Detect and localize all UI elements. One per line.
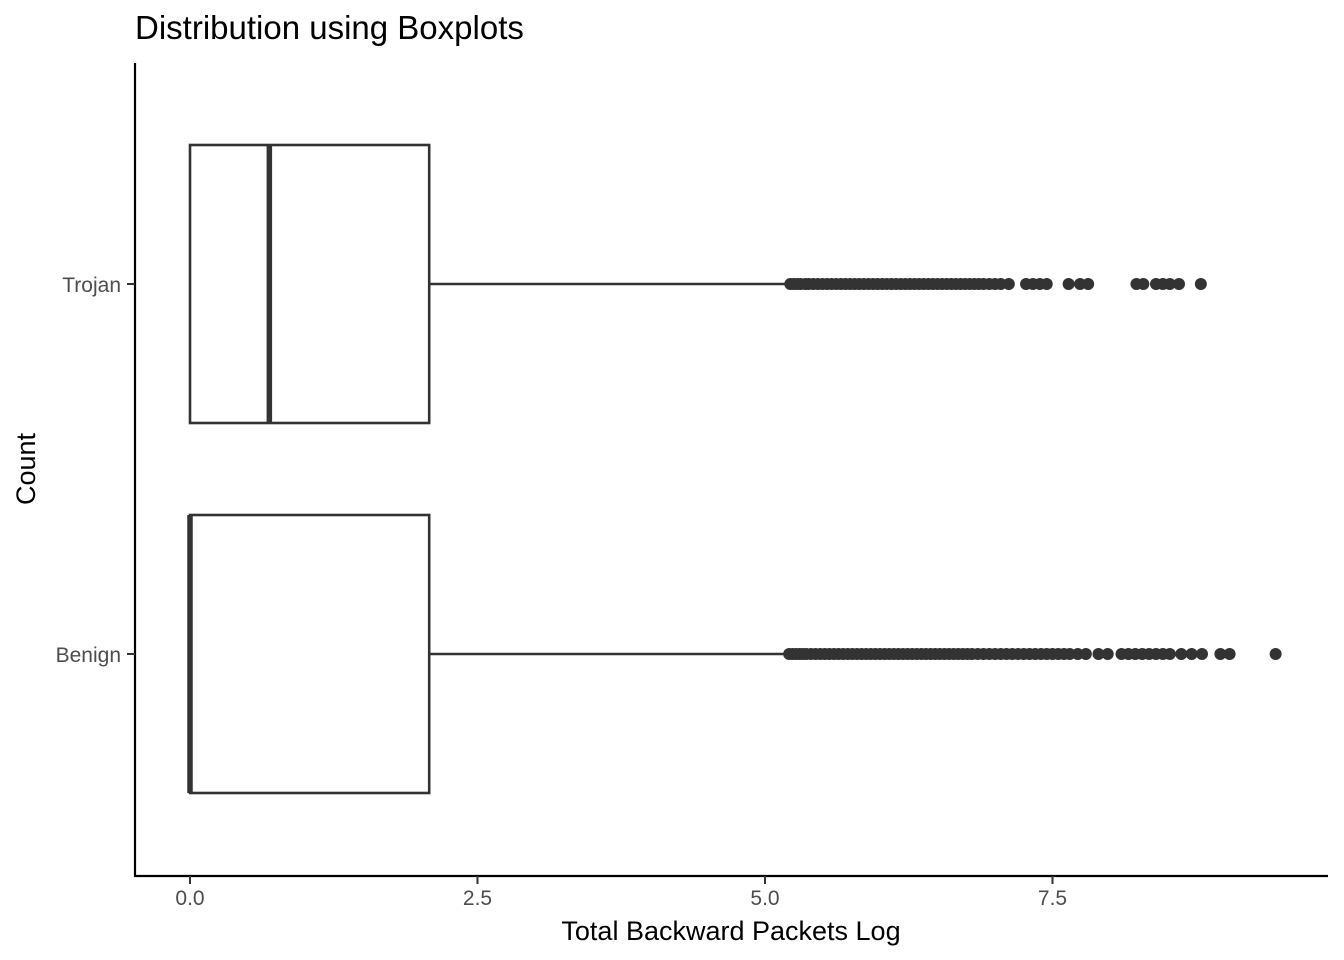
trojan-box: [188, 143, 431, 425]
trojan-outlier-61: [1194, 278, 1207, 290]
x-tick-label-2: 5.0: [750, 887, 779, 910]
trojan-outlier-52: [1062, 278, 1075, 290]
chart-title: Distribution using Boxplots: [135, 9, 524, 46]
chart-marks: 0.0 2.5 5.0 7.5 Trojan Benign: [56, 143, 1282, 910]
x-tick-label-1: 2.5: [463, 887, 492, 910]
benign-outlier-61: [1092, 648, 1105, 660]
benign-outlier-74: [1214, 648, 1227, 660]
benign-outlier-70: [1163, 648, 1176, 660]
benign-outlier-76: [1269, 648, 1282, 660]
trojan-outlier-51: [1040, 278, 1053, 290]
trojan-outlier-54: [1082, 278, 1095, 290]
y-tick-label-benign: Benign: [56, 644, 121, 667]
trojan-outlier-59: [1163, 278, 1176, 290]
trojan-outlier-56: [1137, 278, 1150, 290]
y-axis-title: Count: [11, 432, 41, 505]
x-axis-title: Total Backward Packets Log: [561, 916, 900, 946]
x-tick-label-0: 0.0: [175, 887, 204, 910]
benign-outlier-71: [1175, 648, 1188, 660]
benign-outlier-60: [1079, 648, 1092, 660]
y-tick-label-trojan: Trojan: [62, 274, 121, 297]
benign-outlier-73: [1196, 648, 1208, 660]
benign-outlier-62: [1101, 648, 1114, 660]
benign-outlier-72: [1185, 648, 1198, 660]
x-tick-label-3: 7.5: [1038, 887, 1067, 910]
benign-outlier-75: [1223, 648, 1236, 660]
trojan-outlier-47: [1002, 278, 1015, 290]
benign-box: [188, 513, 431, 795]
trojan-outlier-60: [1173, 278, 1185, 290]
